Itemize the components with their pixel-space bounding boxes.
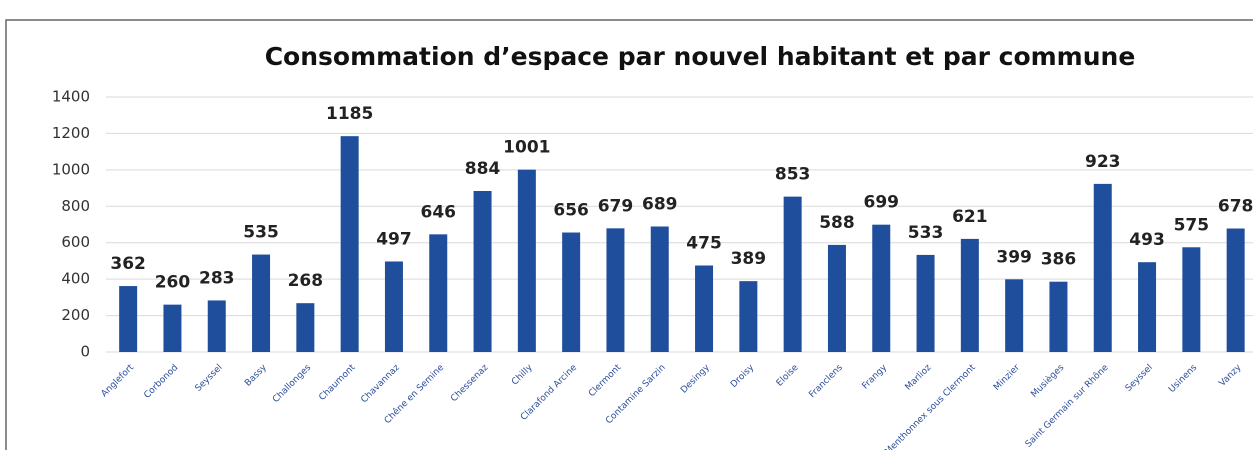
value-label: 386 bbox=[1041, 250, 1077, 270]
x-tick-label: Chaumont bbox=[317, 362, 357, 402]
value-label: 1001 bbox=[503, 138, 550, 158]
value-label: 853 bbox=[775, 165, 811, 185]
x-tick-label: Menthonnex sous Clermont bbox=[883, 362, 978, 450]
x-tick-label: Anglefort bbox=[100, 362, 137, 399]
bar bbox=[296, 303, 315, 352]
bar bbox=[783, 196, 802, 352]
y-tick-label: 400 bbox=[61, 270, 90, 288]
x-tick-label: Musièges bbox=[1029, 362, 1067, 400]
bar bbox=[119, 286, 138, 352]
value-label: 362 bbox=[110, 254, 146, 274]
value-label: 575 bbox=[1174, 215, 1210, 235]
chart-title: Consommation d’espace par nouvel habitan… bbox=[265, 42, 1136, 71]
bar bbox=[163, 304, 182, 352]
y-tick-label: 600 bbox=[61, 233, 90, 251]
x-tick-label: Eloise bbox=[775, 362, 801, 388]
bar bbox=[207, 300, 226, 352]
bar bbox=[1182, 247, 1201, 352]
value-label: 588 bbox=[819, 213, 855, 233]
x-tick-label: Challonges bbox=[271, 363, 313, 405]
x-tick-label: Chilly bbox=[510, 362, 535, 387]
bar bbox=[1005, 279, 1024, 352]
bar bbox=[252, 254, 271, 352]
bar bbox=[1049, 281, 1068, 352]
value-label: 268 bbox=[288, 271, 324, 291]
bar bbox=[1093, 183, 1112, 352]
x-tick-label: Franclens bbox=[807, 363, 845, 401]
y-tick-label: 1400 bbox=[52, 88, 90, 106]
value-label: 678 bbox=[1218, 197, 1253, 217]
bar bbox=[340, 136, 359, 352]
y-tick-label: 0 bbox=[80, 343, 90, 361]
x-tick-label: Clermont bbox=[587, 362, 624, 399]
x-tick-label: Droisy bbox=[729, 362, 757, 390]
value-label: 389 bbox=[731, 249, 767, 269]
bar bbox=[517, 169, 536, 352]
y-tick-label: 200 bbox=[61, 306, 90, 324]
x-tick-label: Seyssel bbox=[1124, 363, 1155, 394]
value-label: 679 bbox=[598, 196, 634, 216]
value-label: 535 bbox=[243, 223, 279, 243]
x-tick-label: Saint Germain sur Rhône bbox=[1023, 362, 1111, 450]
value-label: 621 bbox=[952, 207, 988, 227]
x-tick-label: Chessenaz bbox=[449, 363, 490, 404]
x-tick-label: Desingy bbox=[679, 362, 712, 395]
bar bbox=[429, 234, 448, 352]
bar bbox=[827, 244, 846, 352]
bar bbox=[1138, 262, 1157, 352]
bar bbox=[562, 232, 581, 352]
value-label: 656 bbox=[553, 201, 589, 221]
bar bbox=[739, 281, 758, 352]
x-tick-label: Minzier bbox=[992, 363, 1022, 393]
y-tick-label: 1200 bbox=[52, 124, 90, 142]
x-tick-label: Chavannaz bbox=[359, 363, 402, 406]
y-tick-label: 1000 bbox=[52, 160, 90, 178]
value-label: 689 bbox=[642, 195, 678, 215]
bar bbox=[695, 265, 714, 352]
x-tick-label: Marlioz bbox=[904, 363, 934, 393]
x-tick-label: Frangy bbox=[861, 362, 890, 391]
bar bbox=[384, 261, 403, 352]
value-label: 884 bbox=[465, 159, 501, 179]
y-tick-label: 800 bbox=[61, 197, 90, 215]
value-label: 923 bbox=[1085, 152, 1121, 172]
x-tick-label: Bassy bbox=[243, 362, 269, 388]
frame bbox=[5, 19, 1253, 454]
value-label: 475 bbox=[686, 233, 722, 253]
x-tick-label: Corbonod bbox=[142, 363, 180, 401]
value-label: 283 bbox=[199, 268, 235, 288]
bar bbox=[872, 224, 891, 352]
bar bbox=[650, 226, 669, 352]
bar bbox=[473, 190, 492, 352]
value-label: 699 bbox=[864, 193, 900, 213]
bar bbox=[606, 228, 625, 352]
value-label: 533 bbox=[908, 223, 944, 243]
value-label: 497 bbox=[376, 229, 412, 249]
x-tick-label: Seyssel bbox=[194, 363, 225, 394]
bar bbox=[960, 238, 979, 352]
x-tick-label: Usinens bbox=[1167, 363, 1199, 395]
x-tick-label: Vanzy bbox=[1218, 362, 1244, 388]
value-label: 260 bbox=[155, 273, 191, 293]
value-label: 399 bbox=[996, 247, 1032, 267]
value-label: 493 bbox=[1129, 230, 1165, 250]
value-label: 1185 bbox=[326, 104, 373, 124]
bar bbox=[916, 254, 935, 352]
value-label: 646 bbox=[421, 202, 457, 222]
bar bbox=[1226, 228, 1245, 352]
